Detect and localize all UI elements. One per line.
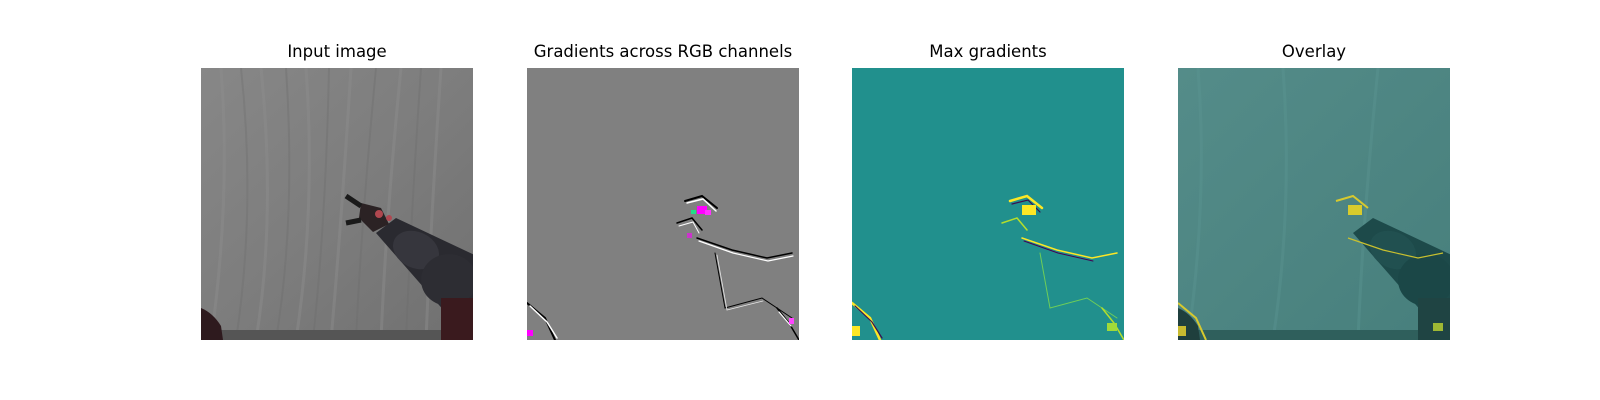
panel-rgb-gradients: Gradients across RGB channels: [527, 0, 799, 400]
robot-arm: [344, 193, 473, 340]
rgb-gradients-image: [527, 68, 799, 340]
panel-title: Input image: [287, 42, 387, 61]
panel-title: Gradients across RGB channels: [533, 42, 793, 61]
panel-title: Overlay: [1281, 42, 1347, 61]
input-image: [201, 68, 473, 340]
panel-title: Max gradients: [929, 42, 1047, 61]
panel-input-image: Input image: [201, 0, 473, 400]
overlay-image: [1178, 68, 1450, 340]
max-gradients-image: [852, 68, 1124, 340]
panel-max-gradients: Max gradients: [852, 0, 1124, 400]
panel-overlay: Overlay: [1178, 0, 1450, 400]
